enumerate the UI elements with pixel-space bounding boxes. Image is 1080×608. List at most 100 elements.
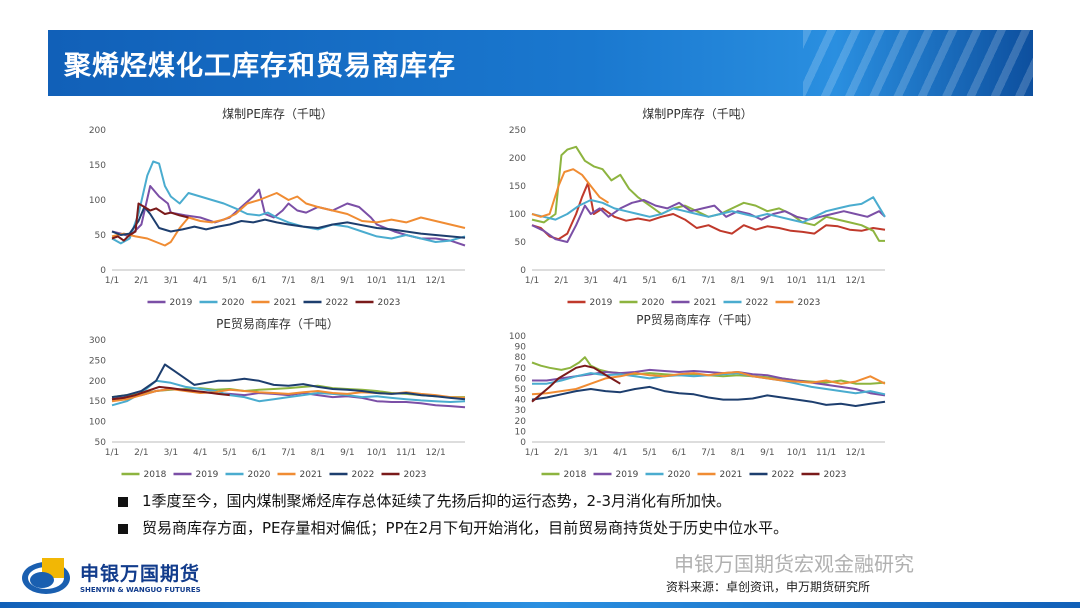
x-tick-label: 7/1: [281, 276, 295, 286]
legend-label: 2021: [300, 470, 323, 480]
y-tick-label: 0: [520, 438, 526, 448]
title-decoration: [803, 30, 1033, 96]
x-tick-label: 4/1: [193, 276, 207, 286]
x-tick-label: 9/1: [760, 276, 774, 286]
company-logo: 申银万国期货 SHENYIN & WANGUO FUTURES: [20, 556, 201, 596]
x-tick-label: 11/1: [396, 276, 416, 286]
chart-pe-trader-svg: PE贸易商库存（千吨） 50 100 150 200 250 300 1/1 2/1 3/1 4/1…: [89, 316, 466, 480]
x-tick-label: 4/1: [613, 276, 627, 286]
y-tick-label: 150: [89, 397, 106, 407]
x-tick-label: 12/1: [425, 448, 445, 458]
y-tick-label: 30: [515, 406, 527, 416]
bullet-square-icon: [118, 523, 128, 534]
x-tick-label: 1/1: [105, 448, 119, 458]
series-line-2019: [532, 368, 886, 397]
bullet-text: 1季度至今，国内煤制聚烯烃库存总体延续了先扬后抑的运行态势，2-3月消化有所加快…: [142, 492, 732, 510]
legend-label: 2020: [668, 470, 691, 480]
legend-label: 2023: [798, 298, 821, 308]
legend-label: 2023: [404, 470, 427, 480]
y-tick-label: 20: [515, 417, 527, 427]
chart-title: 煤制PE库存（千吨）: [222, 106, 333, 121]
x-tick-label: 8/1: [311, 276, 325, 286]
x-tick-label: 7/1: [281, 448, 295, 458]
legend-label: 2018: [144, 470, 167, 480]
bullet-square-icon: [118, 496, 128, 507]
x-tick-label: 9/1: [760, 448, 774, 458]
legend-label: 2018: [564, 470, 587, 480]
y-tick-label: 40: [515, 396, 527, 406]
legend-label: 2023: [824, 470, 847, 480]
logo-text-en: SHENYIN & WANGUO FUTURES: [80, 585, 201, 594]
x-tick-label: 2/1: [134, 448, 148, 458]
x-tick-label: 5/1: [642, 448, 656, 458]
x-tick-label: 5/1: [222, 276, 236, 286]
series-line-2019: [111, 388, 466, 409]
chart-pe-coal: 煤制PE库存（千吨） 0 50 100 150 200 1/1 2/1 3/1 4/1 5/1 6/1…: [80, 104, 475, 314]
y-tick-label: 100: [89, 196, 106, 206]
x-tick-label: 12/1: [425, 276, 445, 286]
legend-label: 2019: [170, 298, 193, 308]
legend-label: 2023: [378, 298, 401, 308]
y-tick-label: 70: [515, 364, 527, 374]
series-line-2023: [111, 202, 189, 242]
bullet-item: 贸易商库存方面，PE存量相对偏低；PP在2月下旬开始消化，目前贸易商持货处于历史…: [118, 515, 788, 542]
y-tick-label: 200: [509, 154, 526, 164]
x-tick-label: 9/1: [340, 276, 354, 286]
y-tick-label: 90: [515, 343, 527, 353]
chart-title: PE贸易商库存（千吨）: [216, 316, 339, 331]
x-tick-label: 1/1: [525, 448, 539, 458]
y-tick-label: 80: [515, 353, 527, 363]
x-tick-label: 5/1: [642, 276, 656, 286]
x-tick-label: 10/1: [367, 448, 387, 458]
series-line-2023: [531, 364, 621, 403]
y-tick-label: 150: [509, 182, 526, 192]
y-tick-label: 60: [515, 374, 527, 384]
x-tick-label: 6/1: [672, 276, 686, 286]
series-line-2022: [531, 385, 886, 407]
x-tick-label: 6/1: [672, 448, 686, 458]
chart-title: PP贸易商库存（千吨）: [636, 312, 758, 327]
chart-pe-coal-svg: 煤制PE库存（千吨） 0 50 100 150 200 1/1 2/1 3/1 4/1 5/1 6/1…: [89, 106, 466, 308]
y-tick-label: 100: [509, 332, 526, 342]
y-tick-label: 50: [95, 438, 107, 448]
legend-label: 2020: [248, 470, 271, 480]
y-tick-label: 300: [89, 336, 106, 346]
series-line-2020: [111, 379, 466, 407]
y-tick-label: 100: [89, 418, 106, 428]
x-tick-label: 2/1: [554, 448, 568, 458]
x-tick-label: 3/1: [584, 448, 598, 458]
x-tick-label: 7/1: [701, 448, 715, 458]
chart-pp-trader: PP贸易商库存（千吨） 0 10 20 30 40 50 60 70 80 90 100 1/1 2/1 3…: [500, 310, 895, 486]
x-tick-label: 2/1: [134, 276, 148, 286]
x-tick-label: 1/1: [105, 276, 119, 286]
chart-pp-coal: 煤制PP库存（千吨） 0 50 100 150 200 250 1/1 2/1 3/1 4/1 5/1…: [500, 104, 895, 314]
series-line-2023: [111, 385, 230, 401]
y-tick-label: 150: [89, 161, 106, 171]
y-tick-label: 0: [520, 266, 526, 276]
legend-label: 2020: [642, 298, 665, 308]
watermark: 申银万国期货宏观金融研究: [674, 552, 914, 576]
x-tick-label: 11/1: [816, 448, 836, 458]
legend-label: 2019: [196, 470, 219, 480]
x-tick-label: 1/1: [525, 276, 539, 286]
legend-label: 2022: [326, 298, 349, 308]
y-tick-label: 10: [515, 427, 527, 437]
x-tick-label: 3/1: [164, 276, 178, 286]
legend-label: 2021: [694, 298, 717, 308]
x-tick-label: 10/1: [787, 276, 807, 286]
y-tick-label: 200: [89, 126, 106, 136]
legend-label: 2019: [590, 298, 613, 308]
x-tick-label: 4/1: [613, 448, 627, 458]
chart-pp-coal-svg: 煤制PP库存（千吨） 0 50 100 150 200 250 1/1 2/1 3/1 4/1 5/1…: [509, 106, 886, 308]
x-tick-label: 10/1: [367, 276, 387, 286]
series-line-2020: [531, 145, 885, 242]
y-tick-label: 100: [509, 210, 526, 220]
series-line-2022: [531, 196, 886, 224]
source-note: 资料来源：卓创资讯，申万期货研究所: [666, 580, 871, 594]
series-line-2022: [111, 206, 466, 239]
y-tick-label: 50: [515, 385, 527, 395]
series-line-2021: [531, 371, 886, 396]
x-tick-label: 8/1: [311, 448, 325, 458]
series-line-2018: [531, 356, 886, 385]
